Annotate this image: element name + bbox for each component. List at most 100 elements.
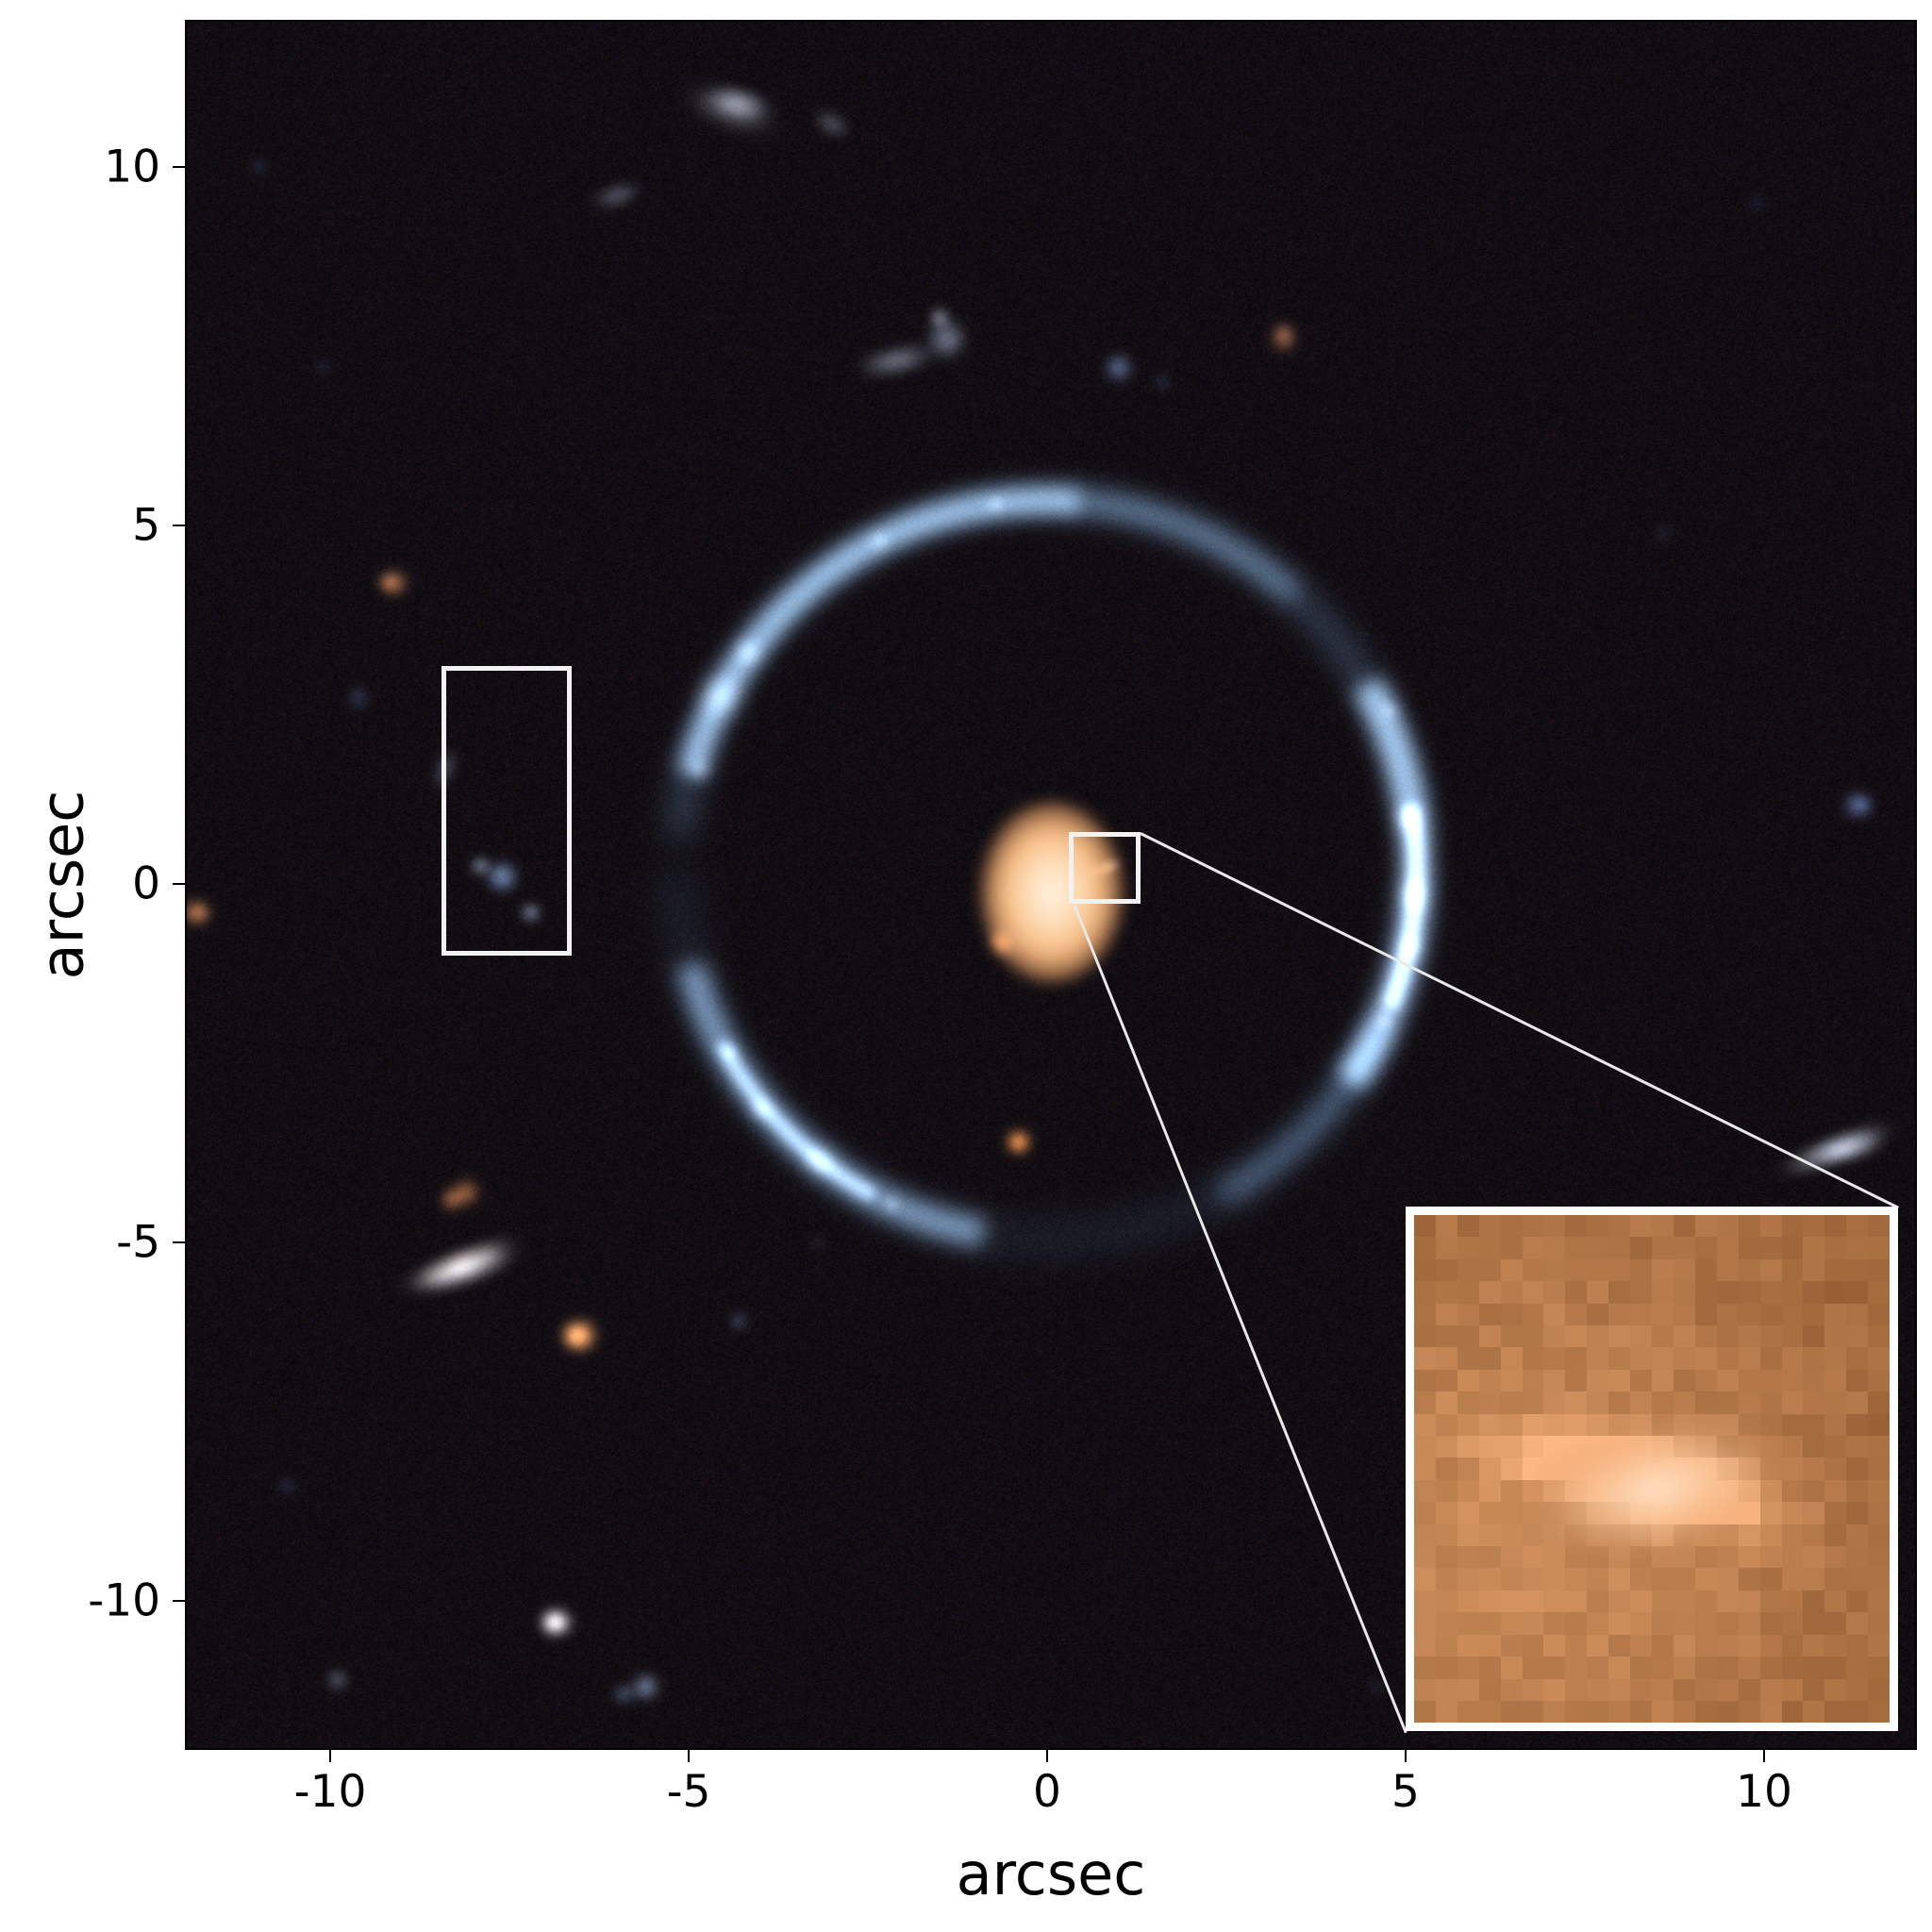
inset-pixel (1694, 1700, 1717, 1724)
inset-pixel (1759, 1281, 1782, 1304)
inset-pixel (1673, 1369, 1695, 1392)
inset-pixel (1824, 1524, 1847, 1547)
inset-pixel (1803, 1502, 1825, 1524)
inset-pixel (1846, 1325, 1869, 1348)
y-tick-label-0: 0 (132, 858, 160, 910)
inset-pixel (1824, 1436, 1847, 1458)
inset-pixel (1435, 1325, 1457, 1348)
inset-pixel (1652, 1546, 1674, 1569)
inset-pixel (1673, 1281, 1695, 1304)
y-tick-label--10: -10 (88, 1574, 160, 1627)
inset-pixel (1738, 1258, 1760, 1282)
inset-pixel (1803, 1347, 1825, 1370)
inset-pixel (1630, 1568, 1653, 1591)
inset-pixel (1630, 1347, 1653, 1370)
inset-pixel (1759, 1590, 1782, 1613)
inset-pixel (1435, 1612, 1457, 1635)
inset-pixel (1803, 1700, 1825, 1724)
inset-pixel (1457, 1568, 1479, 1591)
inset-pixel (1716, 1369, 1739, 1392)
inset-pixel (1673, 1657, 1695, 1679)
inset-pixel (1868, 1634, 1890, 1657)
inset-pixel (1630, 1258, 1653, 1282)
inset-pixel (1781, 1303, 1804, 1326)
inset-pixel (1738, 1237, 1760, 1259)
inset-pixel (1608, 1634, 1631, 1657)
inset-pixel (1868, 1700, 1890, 1724)
inset-pixel (1759, 1413, 1782, 1437)
sky-image-panel[interactable] (187, 22, 1915, 1748)
inset-pixel (1435, 1391, 1457, 1414)
inset-pixel (1565, 1657, 1588, 1679)
inset-pixel (1414, 1436, 1436, 1458)
inset-pixel (1500, 1413, 1523, 1437)
inset-pixel (1868, 1502, 1890, 1524)
inset-pixel (1803, 1612, 1825, 1635)
x-tick-label-0: 0 (1033, 1766, 1061, 1818)
inset-pixel (1673, 1303, 1695, 1326)
inset-pixel (1522, 1612, 1544, 1635)
inset-pixel (1414, 1215, 1436, 1238)
inset-pixel (1824, 1325, 1847, 1348)
inset-pixel (1630, 1634, 1653, 1657)
inset-pixel (1673, 1391, 1695, 1414)
inset-pixel (1868, 1436, 1890, 1458)
inset-pixel (1738, 1546, 1760, 1569)
inset-pixel (1824, 1502, 1847, 1524)
y-axis-label: arcsec (27, 790, 97, 980)
zoom-inset-panel[interactable] (1406, 1207, 1899, 1732)
inset-pixel (1500, 1369, 1523, 1392)
inset-pixel (1608, 1258, 1631, 1282)
inset-pixel (1759, 1369, 1782, 1392)
inset-pixel (1868, 1657, 1890, 1679)
inset-pixel (1500, 1524, 1523, 1547)
inset-pixel (1414, 1258, 1436, 1282)
inset-pixel (1781, 1590, 1804, 1613)
inset-pixel (1694, 1391, 1717, 1414)
inset-pixel (1781, 1347, 1804, 1370)
inset-pixel (1457, 1436, 1479, 1458)
inset-pixel (1500, 1281, 1523, 1304)
inset-pixel (1824, 1657, 1847, 1679)
inset-pixel (1673, 1237, 1695, 1259)
inset-pixel (1587, 1568, 1609, 1591)
inset-pixel (1652, 1700, 1674, 1724)
inset-pixel (1738, 1590, 1760, 1613)
inset-pixel (1478, 1678, 1501, 1701)
inset-pixel (1587, 1215, 1609, 1238)
inset-pixel (1824, 1612, 1847, 1635)
center-cutout-box[interactable] (1068, 832, 1141, 905)
inset-pixel (1587, 1413, 1609, 1437)
inset-pixel (1608, 1281, 1631, 1304)
inset-pixel (1478, 1436, 1501, 1458)
inset-pixel (1652, 1258, 1674, 1282)
inset-pixel (1414, 1325, 1436, 1348)
counter-image-box[interactable] (441, 665, 573, 956)
inset-pixel (1824, 1391, 1847, 1414)
inset-pixel (1738, 1634, 1760, 1657)
inset-pixel (1824, 1237, 1847, 1259)
inset-pixel (1608, 1612, 1631, 1635)
inset-pixel (1587, 1391, 1609, 1414)
inset-pixel (1868, 1546, 1890, 1569)
y-tick-10 (173, 166, 185, 168)
inset-pixel (1803, 1634, 1825, 1657)
inset-pixel (1868, 1325, 1890, 1348)
inset-pixel (1652, 1568, 1674, 1591)
inset-pixel (1846, 1258, 1869, 1282)
inset-pixel (1781, 1612, 1804, 1635)
inset-pixel (1435, 1634, 1457, 1657)
inset-pixel (1543, 1634, 1566, 1657)
inset-pixel (1457, 1237, 1479, 1259)
inset-pixel (1543, 1612, 1566, 1635)
inset-pixel (1694, 1590, 1717, 1613)
inset-pixel (1414, 1369, 1436, 1392)
x-tick-10 (1763, 1750, 1765, 1762)
inset-pixel (1759, 1303, 1782, 1326)
inset-pixel (1803, 1678, 1825, 1701)
inset-pixel (1738, 1612, 1760, 1635)
inset-pixel (1500, 1325, 1523, 1348)
inset-pixel (1565, 1258, 1588, 1282)
inset-pixel (1824, 1369, 1847, 1392)
inset-pixel (1435, 1590, 1457, 1613)
